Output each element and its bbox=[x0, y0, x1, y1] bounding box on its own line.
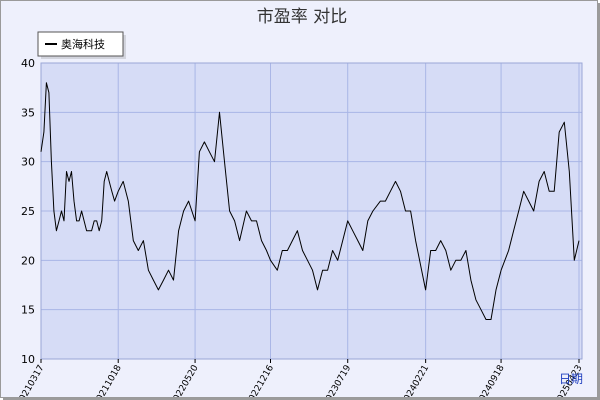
x-tick-label: 20220520 bbox=[169, 363, 201, 397]
x-axis: 20210317 20211018 20220520 20221216 20230719… bbox=[15, 359, 585, 397]
chart-title: 市盈率 对比 bbox=[257, 7, 347, 27]
y-tick-label: 20 bbox=[21, 254, 35, 267]
plot-border bbox=[40, 62, 583, 360]
y-tick-label: 40 bbox=[21, 57, 35, 70]
x-tick-label: 20221216 bbox=[245, 363, 277, 397]
x-tick-label: 20240221 bbox=[400, 364, 432, 398]
x-axis-label: 日期 bbox=[559, 372, 583, 386]
x-tick-label: 20211018 bbox=[92, 363, 124, 397]
y-axis: 10 15 20 25 30 35 40 bbox=[21, 57, 35, 366]
x-tick-label: 20230719 bbox=[322, 363, 354, 397]
series-lines bbox=[40, 82, 580, 320]
y-tick-label: 10 bbox=[21, 353, 35, 366]
legend-label: 奥海科技 bbox=[61, 37, 105, 51]
legend: 奥海科技 bbox=[37, 31, 126, 59]
y-tick-label: 15 bbox=[21, 304, 35, 317]
y-tick-label: 30 bbox=[21, 156, 35, 169]
gridlines bbox=[40, 62, 583, 360]
x-tick-label: 20210317 bbox=[15, 364, 47, 398]
y-tick-label: 25 bbox=[21, 205, 35, 218]
series-line bbox=[40, 82, 580, 320]
y-tick-label: 35 bbox=[21, 106, 35, 119]
x-tick-label: 20240918 bbox=[475, 363, 507, 397]
